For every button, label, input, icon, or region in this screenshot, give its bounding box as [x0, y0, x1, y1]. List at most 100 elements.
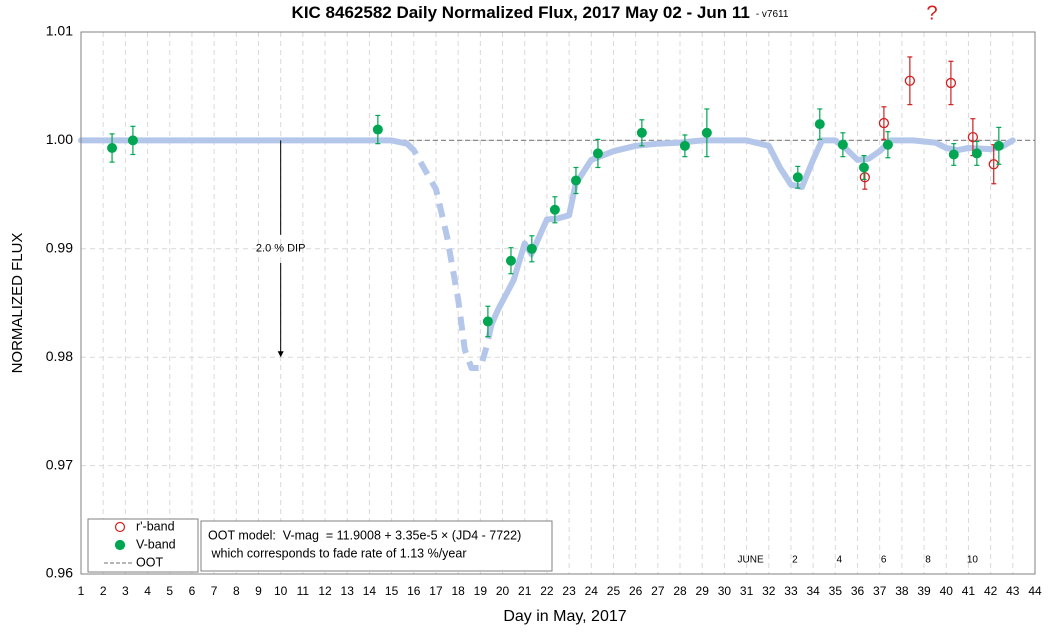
x-tick-label: 23	[562, 584, 576, 598]
legend-label: V-band	[136, 537, 176, 551]
x-tick-label: 11	[297, 584, 310, 598]
model-curve	[488, 137, 1016, 328]
dip-arrow-head	[277, 351, 284, 358]
legend-label: r'-band	[136, 519, 175, 533]
data-point	[372, 124, 383, 135]
plot-marks: 2.0 % DIP	[78, 56, 1035, 371]
x-tick-label: 38	[895, 584, 909, 598]
data-point	[792, 172, 803, 183]
y-tick-label: 0.98	[46, 348, 73, 364]
x-tick-label: 16	[407, 584, 421, 598]
data-point	[967, 131, 979, 143]
data-point	[948, 149, 959, 160]
x-tick-label: 33	[784, 584, 798, 598]
legend-label: OOT	[136, 555, 163, 569]
data-point	[107, 142, 118, 153]
note-box	[200, 520, 553, 572]
x-tick-label: 15	[385, 584, 399, 598]
plot-frame	[80, 31, 1036, 575]
x-tick-label: 2	[100, 584, 107, 598]
x-tick-label: 6	[189, 584, 196, 598]
data-point	[837, 139, 848, 150]
x-tick-label: 26	[629, 584, 643, 598]
data-point	[882, 139, 893, 150]
data-point	[814, 119, 825, 130]
data-point	[971, 148, 982, 159]
data-point	[878, 117, 890, 129]
legend-marker	[114, 539, 126, 551]
x-tick-label: 25	[607, 584, 621, 598]
data-point	[592, 148, 603, 159]
data-point	[993, 140, 1004, 151]
data-point	[679, 140, 690, 151]
model-note-box: OOT model: V-mag = 11.9008 + 3.35e-5 × (…	[200, 520, 553, 572]
june-label: 2	[792, 555, 798, 566]
legend: r'-band V-band OOT	[87, 518, 199, 573]
data-point	[549, 204, 560, 215]
data-point	[945, 77, 957, 89]
june-label: 8	[925, 555, 931, 566]
legend-items: r'-band V-band OOT	[104, 519, 176, 569]
x-tick-label: 9	[255, 584, 262, 598]
data-point	[904, 75, 916, 86]
data-point	[859, 172, 870, 183]
x-tick-label: 13	[341, 584, 355, 598]
x-tick-label: 17	[429, 584, 443, 598]
chart-title: KIC 8462582 Daily Normalized Flux, 2017 …	[292, 3, 750, 22]
x-tick-label: 10	[274, 584, 288, 598]
june-label: 6	[881, 555, 887, 566]
note-line: OOT model: V-mag = 11.9008 + 3.35e-5 × (…	[208, 528, 521, 542]
y-tick-label: 0.97	[46, 456, 73, 472]
x-tick-label: 3	[122, 584, 129, 598]
x-tick-label: 29	[696, 584, 710, 598]
x-tick-label: 18	[451, 584, 465, 598]
x-axis-label: Day in May, 2017	[503, 608, 626, 625]
x-tick-label: 31	[740, 584, 754, 598]
dip-label: 2.0 % DIP	[256, 243, 306, 255]
data-point	[858, 162, 869, 173]
x-tick-label: 32	[762, 584, 776, 598]
x-tick-label: 27	[651, 584, 665, 598]
x-tick-label: 20	[496, 584, 510, 598]
y-axis-label: NORMALIZED FLUX	[9, 233, 26, 374]
june-label: 4	[837, 555, 843, 566]
x-tick-label: 41	[962, 584, 976, 598]
y-tick-label: 0.96	[46, 565, 73, 581]
legend-marker	[114, 521, 126, 533]
note-line: which corresponds to fade rate of 1.13 %…	[208, 546, 466, 560]
x-tick-label: 39	[917, 584, 931, 598]
data-point	[127, 135, 138, 146]
x-tick-label: 1	[78, 584, 85, 598]
x-tick-label: 5	[166, 584, 173, 598]
x-tick-label: 24	[585, 584, 599, 598]
june-label: 10	[967, 555, 979, 566]
model-curve	[78, 137, 411, 147]
y-tick-label: 1.00	[46, 131, 73, 147]
x-tick-label: 40	[940, 584, 954, 598]
x-tick-label: 34	[806, 584, 820, 598]
x-tick-label: 12	[318, 584, 332, 598]
x-tick-label: 7	[211, 584, 218, 598]
data-point	[482, 316, 493, 327]
data-point	[526, 243, 537, 254]
x-tick-label: 14	[363, 584, 377, 598]
x-tick-label: 42	[984, 584, 998, 598]
x-tick-label: 8	[233, 584, 240, 598]
model-curve	[405, 141, 495, 371]
x-tick-label: 44	[1028, 584, 1042, 598]
x-tick-label: 36	[851, 584, 865, 598]
data-point	[505, 255, 516, 266]
x-tick-label: 30	[718, 584, 732, 598]
x-tick-label: 19	[474, 584, 488, 598]
y-tick-label: 0.99	[46, 240, 73, 256]
x-tick-label: 37	[873, 584, 887, 598]
x-tick-label: 28	[673, 584, 687, 598]
x-tick-label: 21	[518, 584, 532, 598]
data-point	[636, 127, 647, 138]
data-point	[570, 175, 581, 186]
version: - v7611	[756, 9, 789, 20]
chart-title-line: KIC 8462582 Daily Normalized Flux, 2017 …	[292, 3, 789, 22]
x-tick-label: 35	[829, 584, 843, 598]
data-point	[701, 127, 712, 138]
